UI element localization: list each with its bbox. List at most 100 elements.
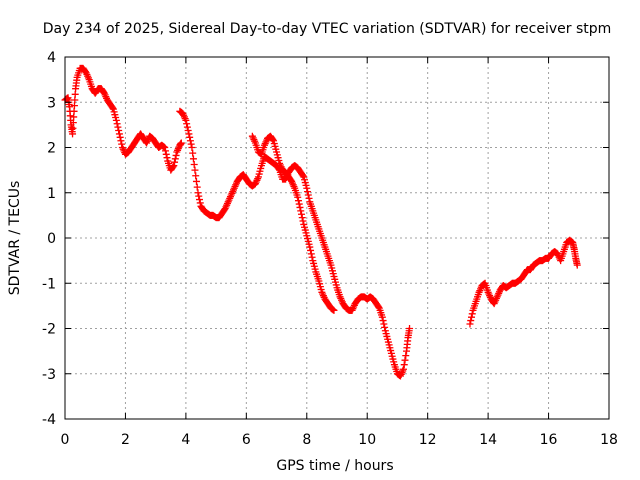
data-point <box>170 162 178 170</box>
data-point <box>297 210 305 218</box>
data-point <box>400 361 408 369</box>
x-tick-label: 10 <box>358 432 376 448</box>
data-point <box>399 365 407 373</box>
data-point <box>294 193 302 201</box>
data-point <box>161 144 169 151</box>
data-point <box>183 120 191 128</box>
data-point <box>304 188 312 196</box>
data-point <box>303 184 311 192</box>
data-point <box>306 243 314 251</box>
data-point <box>304 191 312 199</box>
data-point <box>162 150 170 158</box>
data-point <box>192 172 200 180</box>
data-point <box>113 120 121 128</box>
data-point <box>183 123 191 131</box>
x-tick-label: 4 <box>181 432 190 448</box>
x-tick-label: 8 <box>302 432 311 448</box>
x-tick-label: 0 <box>61 432 70 448</box>
data-point <box>194 189 202 197</box>
data-point <box>307 250 315 258</box>
y-tick-label: 0 <box>47 231 56 247</box>
data-point <box>381 323 389 331</box>
y-tick-label: -4 <box>42 412 56 428</box>
data-point <box>190 160 198 168</box>
data-point <box>171 155 179 163</box>
data-point <box>297 207 305 215</box>
y-tick-label: 1 <box>47 186 56 202</box>
data-point <box>375 303 383 311</box>
data-point <box>406 325 414 332</box>
data-point <box>109 104 117 112</box>
data-point <box>191 166 199 174</box>
data-point <box>186 133 194 141</box>
y-axis-label: SDTVAR / TECUs <box>7 181 23 296</box>
x-tick-label: 2 <box>121 432 130 448</box>
data-point <box>378 313 386 321</box>
data-point <box>401 356 409 364</box>
data-point <box>298 214 306 222</box>
data-point <box>466 320 474 328</box>
data-point <box>195 196 203 204</box>
data-point <box>305 194 313 202</box>
data-point <box>296 203 304 211</box>
y-tick-label: 4 <box>47 50 56 66</box>
data-point <box>467 313 475 321</box>
data-point <box>186 137 194 145</box>
data-point <box>269 136 277 144</box>
data-point <box>467 317 475 325</box>
data-point <box>307 246 315 254</box>
data-point <box>380 320 388 328</box>
data-point <box>169 163 177 171</box>
data-point <box>172 151 180 159</box>
data-point <box>188 144 196 151</box>
data-point <box>193 183 201 191</box>
data-point <box>402 352 410 360</box>
y-tick-label: -3 <box>42 367 56 383</box>
data-point <box>187 140 195 148</box>
data-point <box>118 140 126 148</box>
data-point <box>196 199 204 207</box>
data-point <box>171 158 179 166</box>
data-point <box>185 130 193 138</box>
x-axis-label: GPS time / hours <box>276 458 393 474</box>
data-point <box>308 253 316 261</box>
data-point <box>468 310 476 318</box>
data-point <box>189 155 197 163</box>
data-point <box>163 154 171 162</box>
data-point <box>161 147 169 155</box>
data-point <box>117 137 125 145</box>
grid <box>65 57 609 419</box>
data-point <box>189 149 197 157</box>
data-point <box>195 192 203 200</box>
y-tick-label: -1 <box>42 276 56 292</box>
y-tick-label: 3 <box>47 95 56 111</box>
x-tick-label: 12 <box>419 432 437 448</box>
y-tick-label: 2 <box>47 141 56 157</box>
data-point <box>114 123 122 131</box>
data-point <box>184 127 192 135</box>
data-point <box>116 133 124 141</box>
data-point <box>330 306 338 314</box>
x-tick-label: 14 <box>479 432 497 448</box>
data-point <box>112 116 120 124</box>
data-point <box>115 127 123 135</box>
data-point <box>295 200 303 208</box>
data-point <box>182 116 190 124</box>
data-point <box>299 172 307 180</box>
data-point <box>192 177 200 185</box>
data-point <box>379 317 387 325</box>
y-tick-label: -2 <box>42 322 56 338</box>
data-point <box>573 261 581 269</box>
data-points <box>61 64 581 380</box>
x-tick-label: 6 <box>242 432 251 448</box>
data-point <box>299 217 307 225</box>
chart-title: Day 234 of 2025, Sidereal Day-to-day VTE… <box>43 21 612 37</box>
data-point <box>177 139 185 147</box>
data-point <box>294 197 302 205</box>
data-point <box>115 130 123 138</box>
x-tick-label: 18 <box>600 432 618 448</box>
x-tick-label: 16 <box>540 432 558 448</box>
